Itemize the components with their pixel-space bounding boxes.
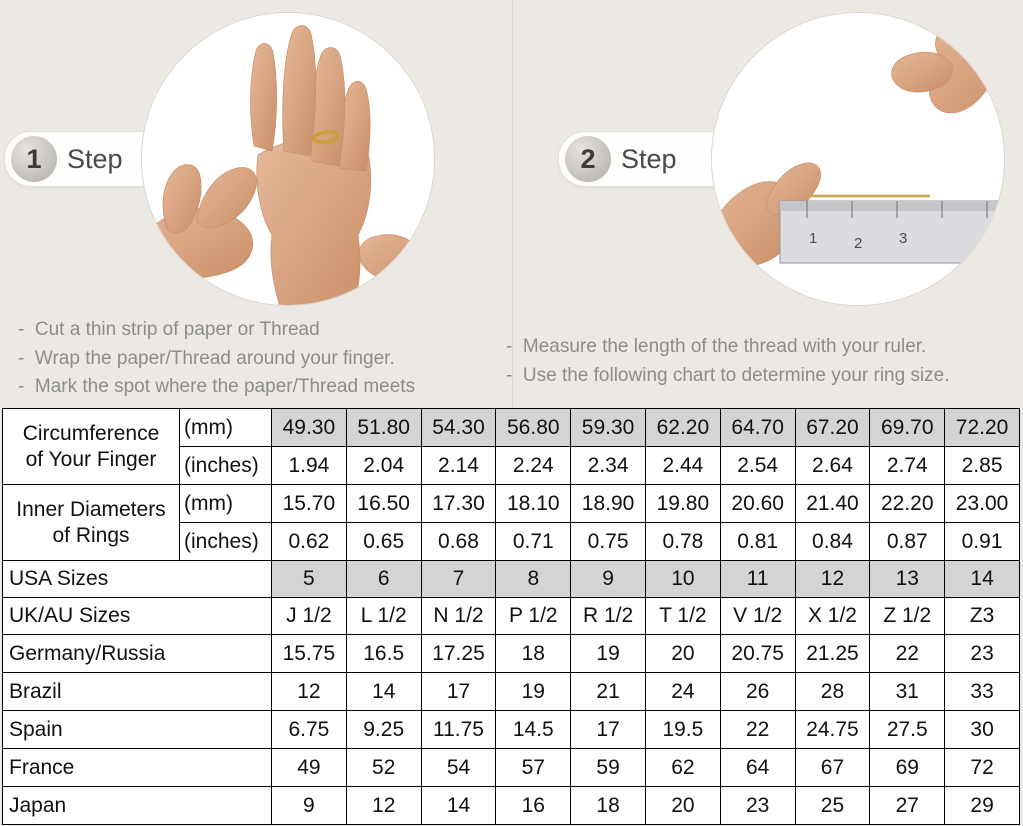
svg-text:1: 1 (809, 230, 817, 247)
svg-text:3: 3 (899, 230, 907, 247)
svg-text:2: 2 (854, 235, 862, 252)
